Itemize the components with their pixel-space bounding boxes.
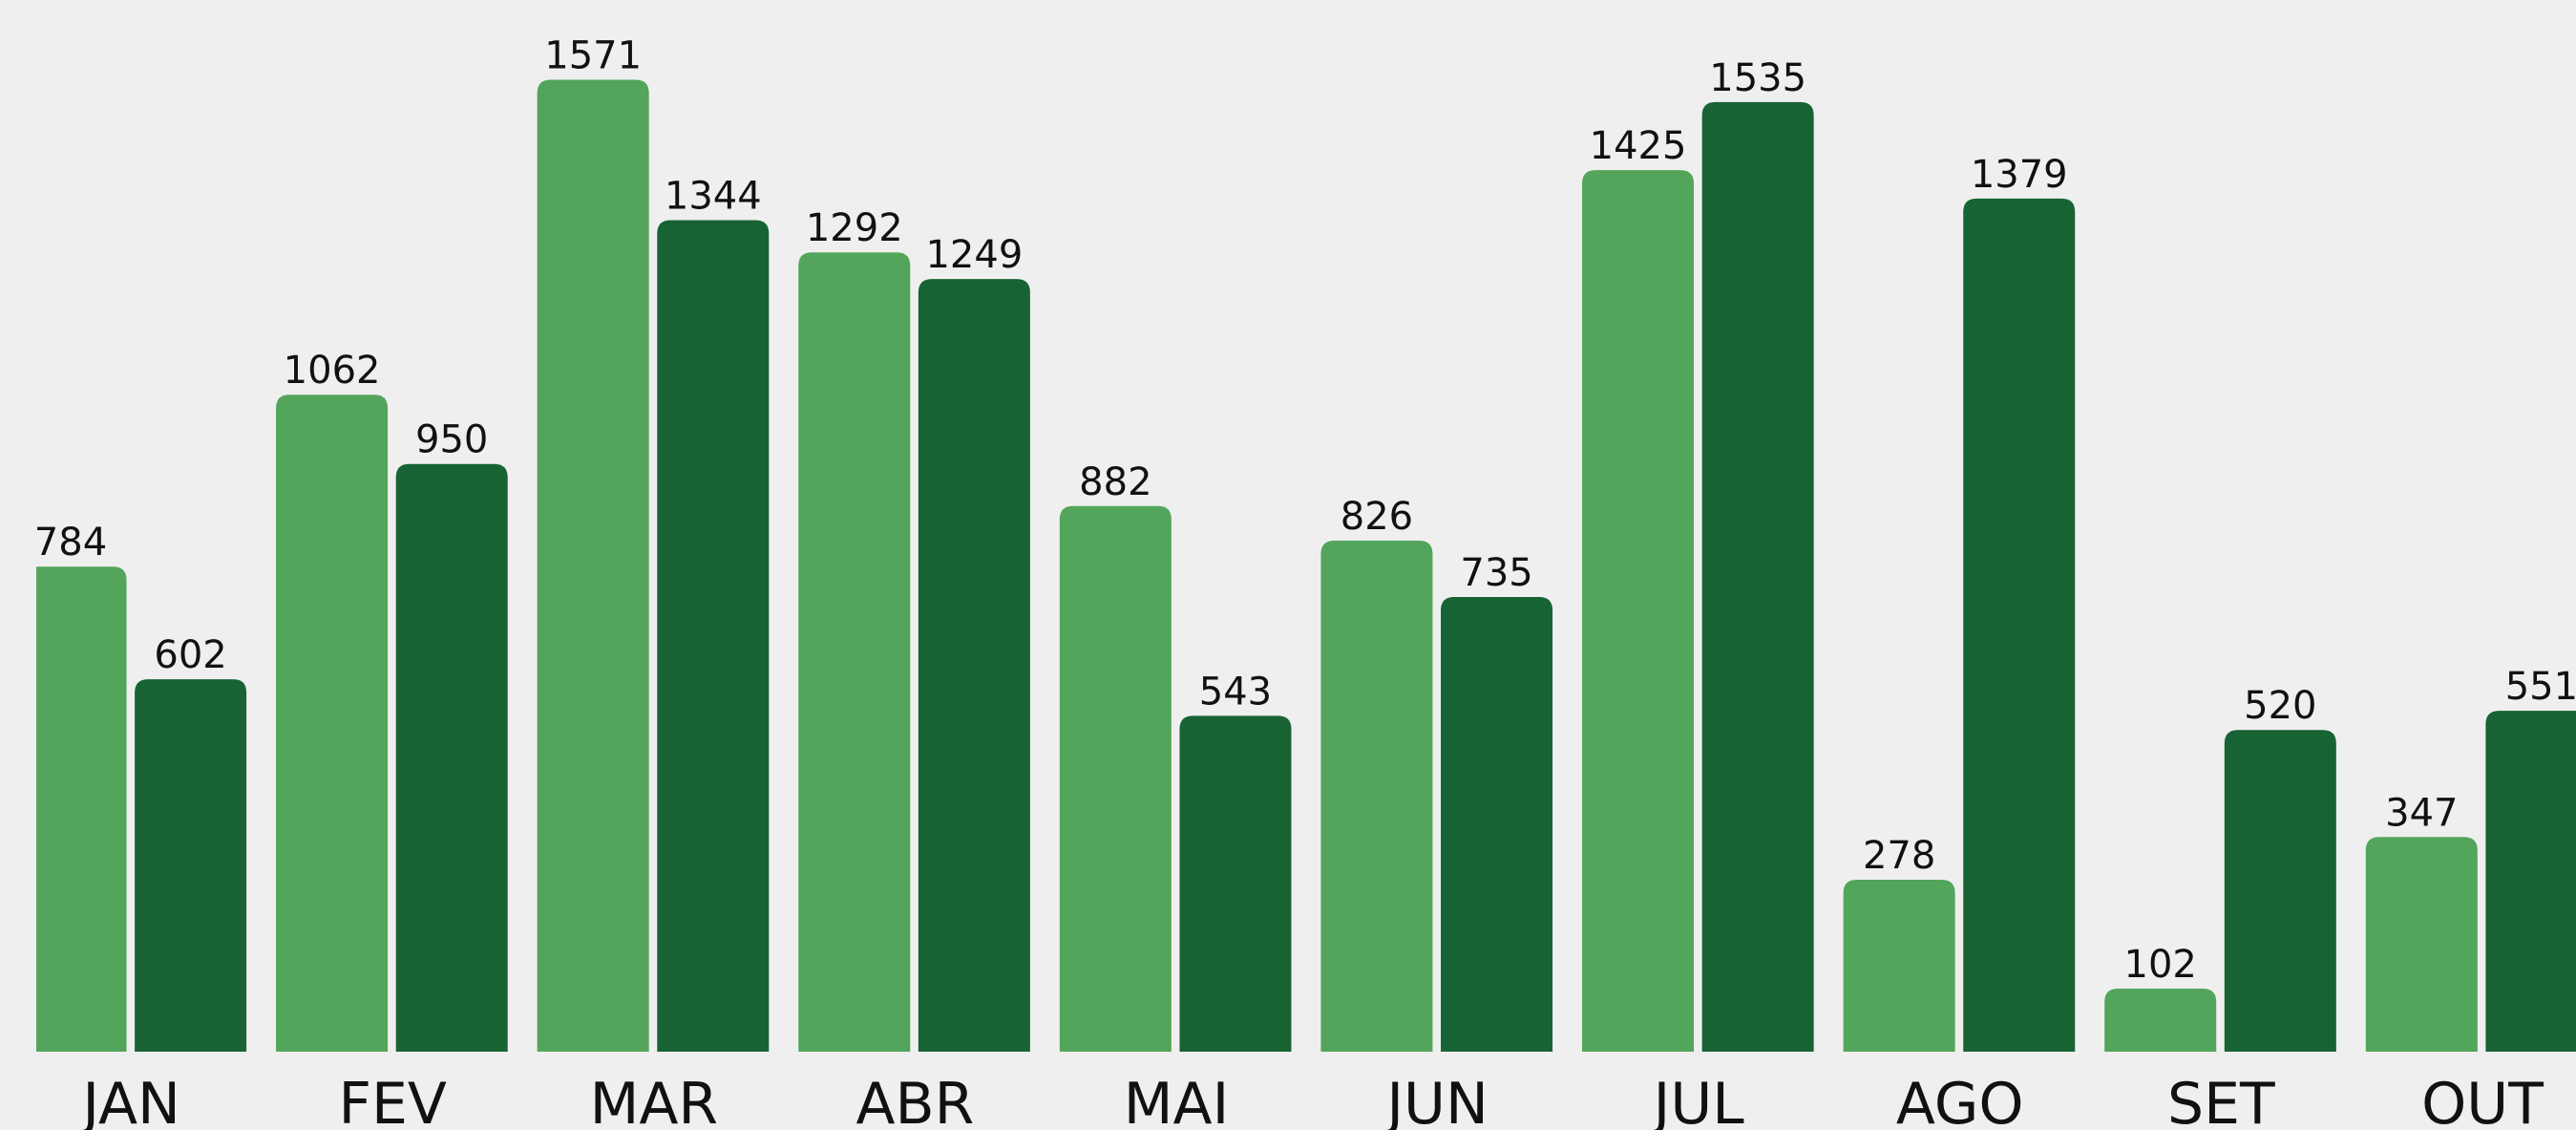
data-label: 102 [2124, 943, 2197, 987]
bar [1582, 170, 1695, 1053]
bar [1441, 596, 1553, 1052]
bar [395, 463, 508, 1052]
x-tick-label: JUN [1383, 1071, 1489, 1130]
data-label: 950 [415, 418, 488, 462]
x-tick-label: AGO [1896, 1071, 2024, 1130]
bar [657, 220, 770, 1052]
x-tick-label: SET [2167, 1071, 2275, 1130]
data-label: 278 [1863, 834, 1935, 878]
bar [1320, 541, 1433, 1052]
data-label: 735 [1460, 551, 1532, 595]
plot [36, 79, 2576, 1053]
data-label: 826 [1341, 495, 1413, 539]
bar [1963, 198, 2076, 1052]
x-tick-label: MAR [590, 1071, 719, 1130]
x-tick-label: MAI [1124, 1071, 1230, 1130]
bar [2224, 730, 2336, 1052]
bar [1059, 505, 1172, 1052]
data-label: 543 [1199, 670, 1272, 714]
bar [1843, 879, 1955, 1052]
data-label: 1379 [1971, 153, 2068, 197]
x-tick-label: OUT [2421, 1071, 2544, 1130]
bar [276, 394, 389, 1052]
bar [1179, 715, 1292, 1052]
data-label: 1292 [806, 206, 903, 250]
x-tick-label: ABR [855, 1071, 974, 1130]
bar [135, 679, 247, 1052]
bar [798, 252, 911, 1052]
x-tick-label: FEV [339, 1071, 447, 1130]
data-label: 1249 [925, 233, 1023, 277]
bar [36, 566, 127, 1052]
data-label: 1062 [284, 349, 381, 393]
data-label: 1571 [544, 34, 642, 78]
bar [2104, 988, 2217, 1052]
bar [2365, 837, 2478, 1052]
data-label: 602 [154, 633, 226, 677]
x-tick-label: JAN [78, 1071, 180, 1130]
bar [2485, 711, 2576, 1052]
bar [918, 279, 1030, 1052]
data-label: 1344 [665, 175, 762, 219]
data-label: 551 [2505, 665, 2576, 709]
data-label: 882 [1079, 460, 1151, 504]
bar [537, 79, 649, 1053]
data-label: 347 [2385, 791, 2458, 835]
data-label: 1535 [1709, 56, 1806, 100]
x-tick-label: JUL [1650, 1071, 1745, 1130]
data-label: 520 [2244, 684, 2316, 728]
data-label: 1425 [1590, 124, 1687, 168]
data-label: 784 [34, 521, 107, 565]
bar [1701, 101, 1814, 1053]
